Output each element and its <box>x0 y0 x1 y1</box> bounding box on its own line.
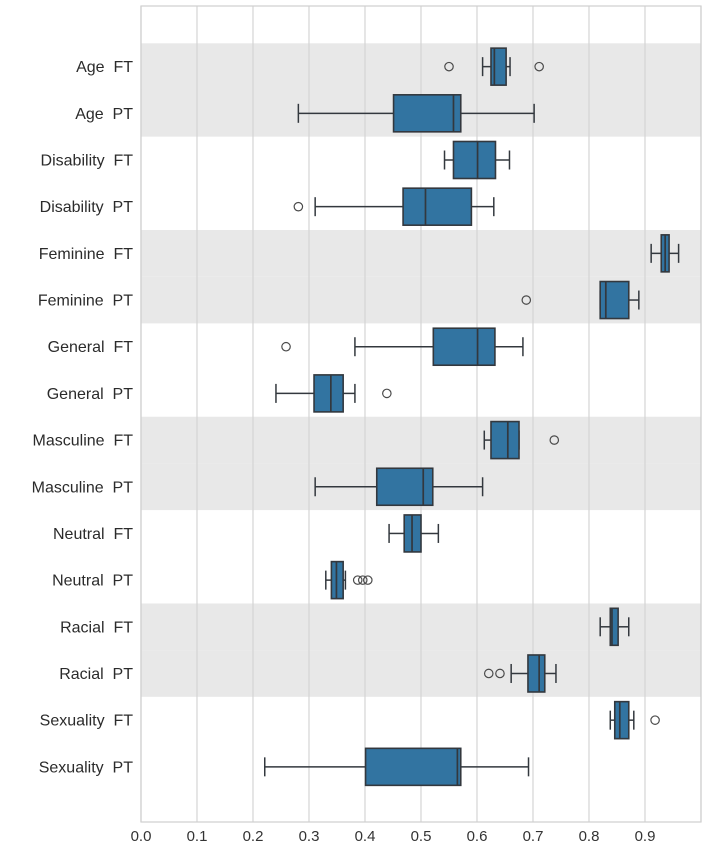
outlier-point <box>352 575 363 585</box>
box <box>313 374 344 413</box>
category-label: Age PT <box>75 106 133 123</box>
outlier-point <box>483 668 494 679</box>
x-tick-label: 0.0 <box>131 828 152 845</box>
x-tick-label: 0.4 <box>355 828 376 845</box>
x-tick-label: 0.6 <box>467 828 488 845</box>
box <box>599 280 630 320</box>
category-label: Feminine FT <box>39 246 133 263</box>
x-tick-label: 0.3 <box>299 828 320 845</box>
plot-border <box>140 5 702 823</box>
outlier-point <box>534 61 544 72</box>
category-label: Racial PT <box>59 666 133 683</box>
x-tick-label: 0.9 <box>635 828 656 845</box>
category-label: Sexuality PT <box>39 759 133 776</box>
box <box>402 187 473 226</box>
x-tick-label: 0.5 <box>411 828 432 845</box>
box <box>375 467 434 507</box>
box <box>613 700 630 740</box>
category-label: General PT <box>47 386 133 403</box>
category-label: Feminine PT <box>38 293 133 310</box>
outlier-point <box>362 575 373 585</box>
outlier-point <box>357 575 368 585</box>
outlier-point <box>281 341 291 352</box>
x-tick-label: 0.7 <box>523 828 544 845</box>
outlier-point <box>495 668 505 679</box>
box <box>490 420 520 460</box>
outlier-point <box>382 388 392 399</box>
box <box>490 47 507 86</box>
category-label: Masculine FT <box>33 433 134 450</box>
x-tick-label: 0.2 <box>243 828 264 845</box>
category-label: Neutral PT <box>52 573 133 590</box>
box <box>527 654 546 693</box>
category-label: Neutral FT <box>53 526 133 543</box>
outlier-point <box>521 295 532 305</box>
category-label: Masculine PT <box>32 479 134 496</box>
box <box>392 94 462 133</box>
category-label: Racial FT <box>60 619 133 636</box>
outlier-point <box>650 715 660 725</box>
outlier-point <box>293 201 304 212</box>
x-tick-label: 0.8 <box>579 828 600 845</box>
category-label: Disability PT <box>40 199 134 216</box>
box <box>432 327 496 367</box>
x-tick-label: 0.1 <box>187 828 208 845</box>
category-label: Sexuality FT <box>40 713 134 730</box>
category-label: Age FT <box>76 59 133 76</box>
box <box>364 747 462 787</box>
outlier-point <box>549 435 560 445</box>
box <box>452 140 497 180</box>
box <box>609 607 619 647</box>
category-label: Disability FT <box>41 153 134 170</box>
category-label: General FT <box>48 339 134 356</box>
outlier-point <box>444 61 454 72</box>
